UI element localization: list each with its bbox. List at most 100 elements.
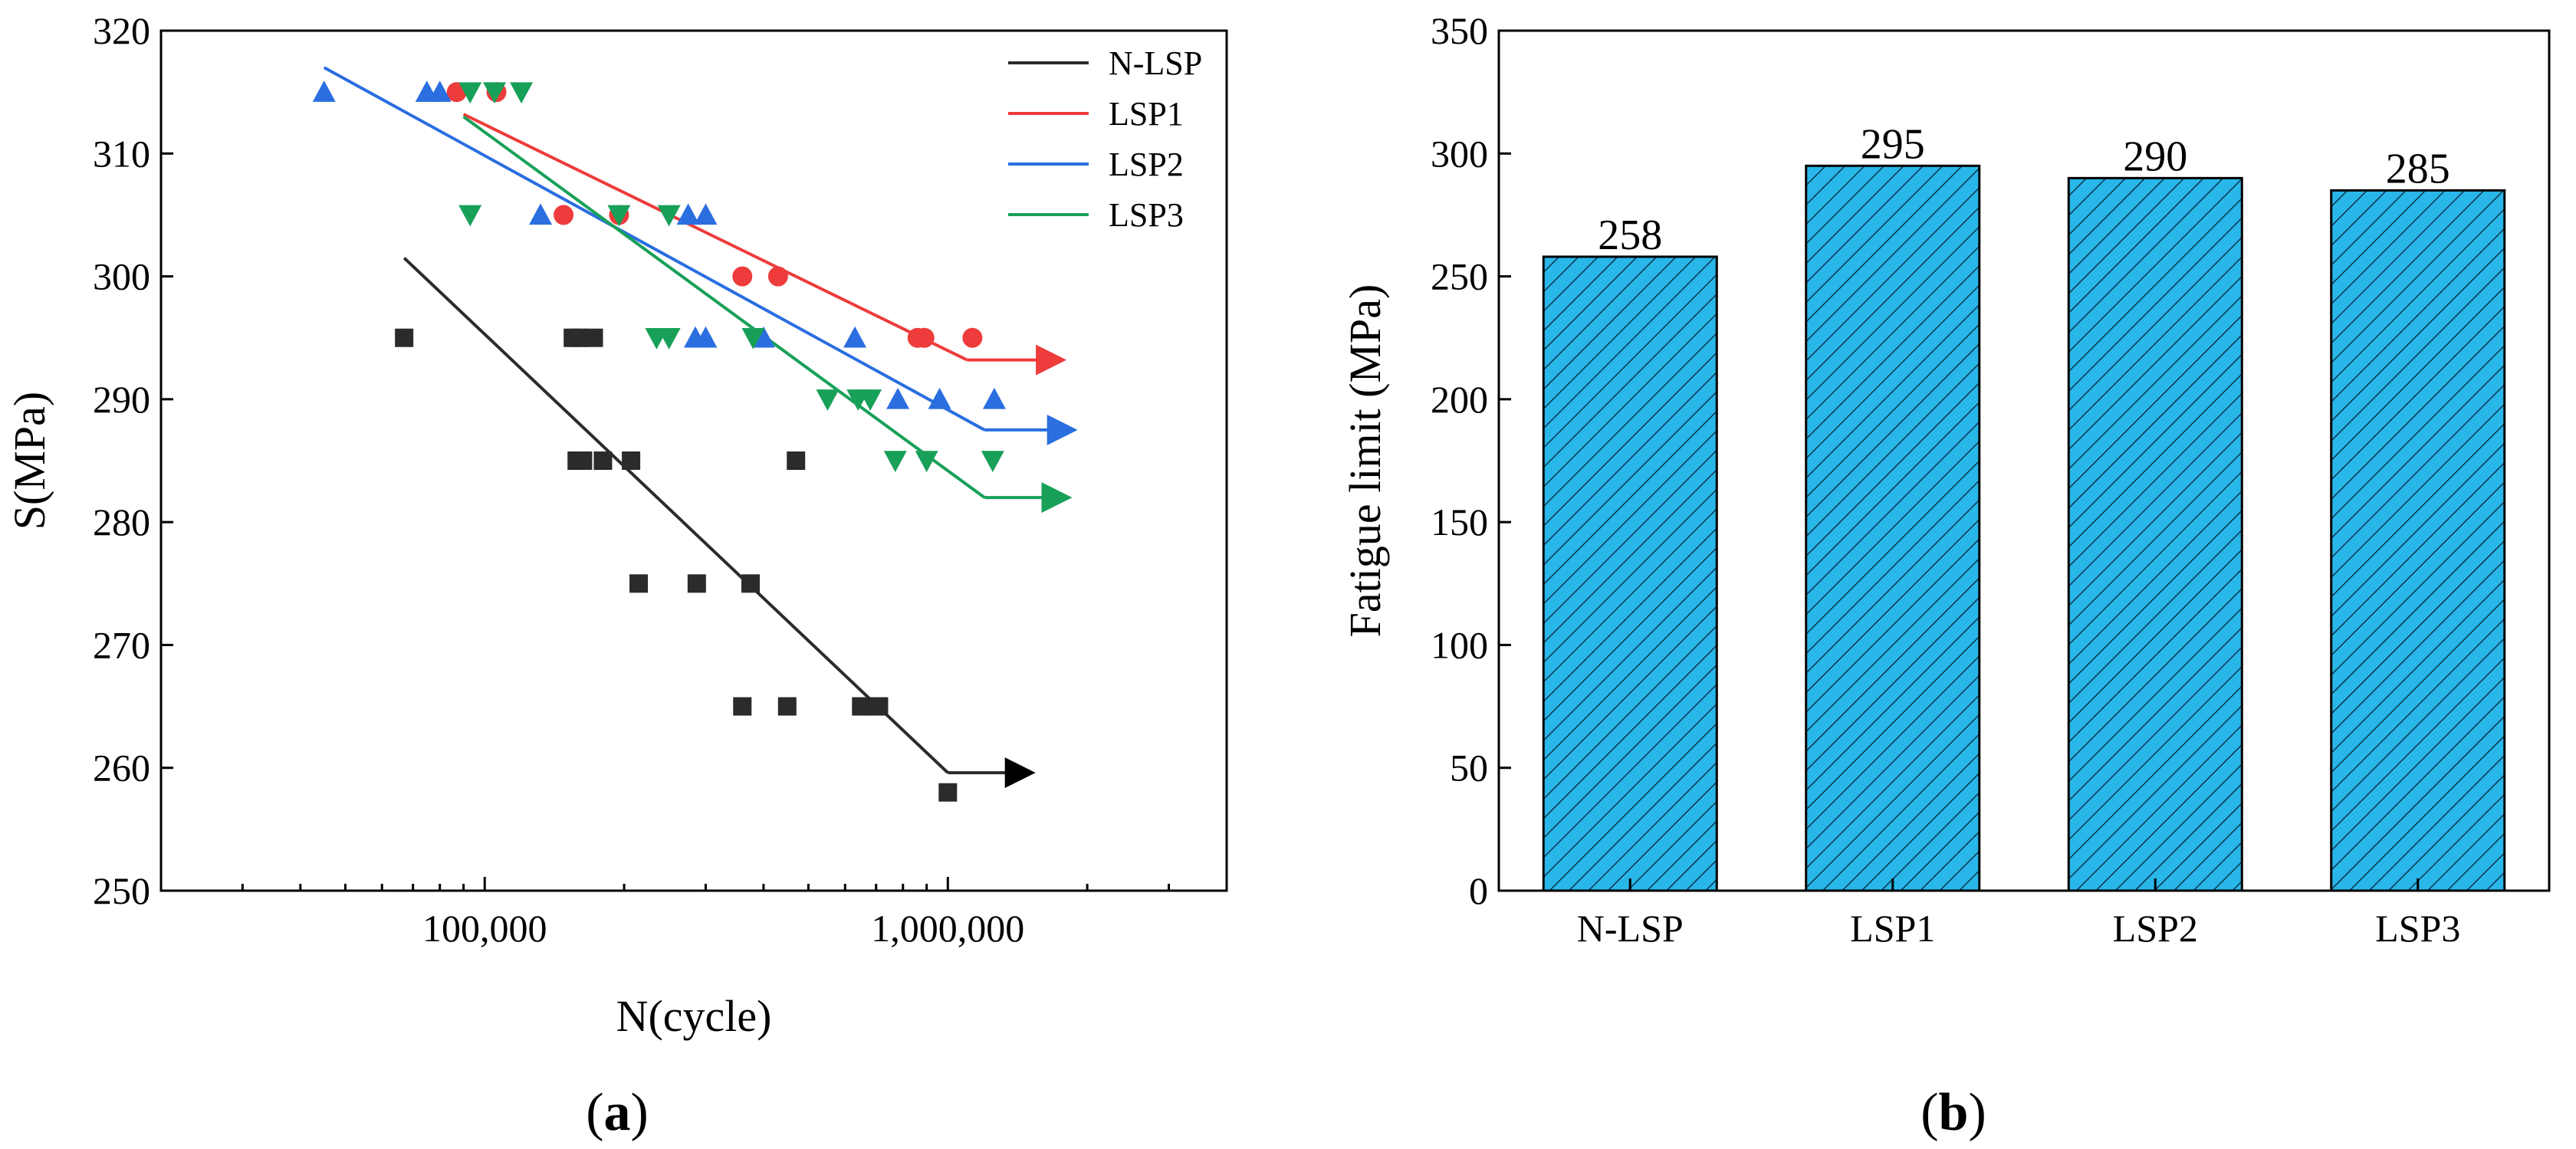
data-point-lsp3	[458, 82, 482, 104]
panel-b-plot-frame	[1497, 29, 2551, 892]
bar-value-label-lsp3: 285	[2386, 145, 2450, 192]
data-point-n-lsp	[622, 451, 641, 470]
bar-lsp3	[2330, 189, 2506, 892]
panel-a-data-points	[312, 80, 1006, 802]
data-point-lsp1	[962, 327, 983, 348]
panel-b-y-tick-label: 150	[1431, 501, 1488, 543]
panel-b-y-tick-label: 50	[1450, 747, 1488, 790]
panel-a-sn-chart: 250 260 270 280 290 300 310 320 100,000 1,000,00…	[5, 9, 1228, 1142]
panel-a-legend: N-LSP LSP1 LSP2 LSP3	[1008, 44, 1202, 234]
panel-a-y-tick-label: 260	[93, 747, 150, 790]
panel-a-label: (a)	[586, 1083, 649, 1142]
panel-a-y-tick-label: 270	[93, 623, 150, 666]
panel-b-y-tick-label: 300	[1431, 132, 1488, 175]
panel-b-x-tick-label: LSP2	[2113, 907, 2198, 950]
panel-b-x-tick-label: LSP1	[1850, 907, 1935, 950]
bar-n-lsp	[1542, 255, 1718, 892]
panel-a-plot-frame	[159, 29, 1228, 892]
bar-value-label-lsp2: 290	[2123, 133, 2187, 180]
panel-a-x-tick-label: 100,000	[422, 907, 547, 950]
panel-a-y-tick-label: 280	[93, 501, 150, 543]
data-point-lsp3	[483, 82, 507, 104]
data-point-lsp2	[694, 326, 718, 348]
panel-b-y-tick-label: 100	[1431, 623, 1488, 666]
panel-b-y-tick-label: 0	[1469, 869, 1488, 912]
data-point-lsp3	[657, 327, 681, 350]
data-point-lsp1	[554, 205, 574, 225]
data-point-lsp3	[657, 205, 681, 227]
panel-b-label: (b)	[1921, 1083, 1986, 1142]
bar-value-label-n-lsp: 258	[1598, 212, 1662, 259]
fit-line-lsp1	[462, 113, 968, 362]
panel-a-y-tick-label: 320	[93, 9, 150, 52]
data-point-n-lsp	[938, 783, 958, 802]
data-point-n-lsp	[787, 451, 806, 470]
data-point-n-lsp	[869, 697, 889, 716]
data-point-n-lsp	[733, 697, 752, 716]
data-point-n-lsp	[395, 328, 414, 347]
data-point-lsp2	[928, 387, 951, 409]
panel-a-x-ticks: 100,000 1,000,000	[159, 877, 1228, 950]
data-point-lsp1	[767, 266, 788, 287]
fit-line-n-lsp	[402, 257, 949, 774]
panel-a-y-tick-label: 300	[93, 255, 150, 298]
data-point-lsp2	[982, 387, 1006, 409]
data-point-n-lsp	[629, 574, 649, 593]
panel-b-letter: b	[1939, 1083, 1969, 1142]
legend-label-lsp2: LSP2	[1109, 146, 1184, 183]
panel-a-y-ticks: 250 260 270 280 290 300 310 320	[93, 9, 173, 912]
data-point-lsp3	[883, 451, 907, 472]
data-point-lsp3	[981, 451, 1004, 472]
data-point-lsp1	[732, 266, 753, 287]
data-point-lsp3	[816, 389, 840, 411]
panel-b-bars: 258 295 290 285	[1542, 120, 2506, 892]
data-point-lsp3	[859, 389, 882, 411]
panel-b-y-tick-label: 350	[1431, 9, 1488, 52]
data-point-lsp2	[529, 203, 553, 225]
data-point-n-lsp	[852, 697, 871, 716]
panel-a-x-axis-title: N(cycle)	[616, 991, 772, 1041]
bar-lsp1	[1805, 164, 1981, 892]
panel-b-y-ticks: 0 50 100 150 200 250 300 350	[1431, 9, 1511, 912]
panel-b-y-tick-label: 250	[1431, 255, 1488, 298]
data-point-lsp3	[915, 451, 938, 472]
data-point-lsp2	[886, 387, 910, 409]
panel-a-letter: a	[604, 1083, 631, 1142]
panel-b-y-axis-title: Fatigue limit (MPa)	[1340, 284, 1390, 638]
data-point-n-lsp	[573, 451, 593, 470]
panel-a-y-tick-label: 290	[93, 378, 150, 421]
data-point-n-lsp	[584, 328, 603, 347]
data-point-lsp2	[843, 326, 867, 348]
data-point-n-lsp	[741, 574, 760, 593]
panel-b-x-ticks: N-LSP LSP1 LSP2 LSP3	[1577, 878, 2460, 950]
panel-b-bar-chart: 0 50 100 150 200 250 300 350 258 295 290 285 N-LSP…	[1340, 9, 2551, 1142]
data-point-lsp3	[458, 205, 482, 227]
panel-b-x-tick-label: LSP3	[2375, 907, 2460, 950]
data-point-lsp2	[676, 203, 700, 225]
panel-a-y-tick-label: 310	[93, 132, 150, 175]
panel-b-x-tick-label: N-LSP	[1577, 907, 1684, 950]
data-point-lsp1	[914, 327, 935, 348]
panel-b-y-tick-label: 200	[1431, 378, 1488, 421]
bar-value-label-lsp1: 295	[1861, 120, 1925, 168]
legend-label-lsp3: LSP3	[1109, 196, 1184, 234]
fit-line-lsp3	[462, 115, 986, 499]
data-point-lsp2	[751, 326, 775, 348]
data-point-n-lsp	[593, 451, 613, 470]
fit-line-lsp2	[323, 66, 986, 432]
data-point-lsp2	[428, 80, 452, 102]
panel-a-y-tick-label: 250	[93, 869, 150, 912]
data-point-n-lsp	[687, 574, 706, 593]
data-point-n-lsp	[777, 697, 797, 716]
panel-a-fit-lines	[323, 66, 1078, 789]
data-point-lsp3	[741, 327, 765, 350]
panel-a-x-tick-label: 1,000,000	[871, 907, 1024, 950]
legend-label-n-lsp: N-LSP	[1109, 44, 1202, 82]
data-point-lsp3	[510, 82, 534, 104]
data-point-lsp2	[312, 80, 336, 102]
bar-lsp2	[2067, 176, 2243, 892]
panel-a-y-axis-title: S(MPa)	[5, 392, 54, 530]
data-point-lsp2	[694, 203, 718, 225]
legend-label-lsp1: LSP1	[1109, 95, 1184, 133]
